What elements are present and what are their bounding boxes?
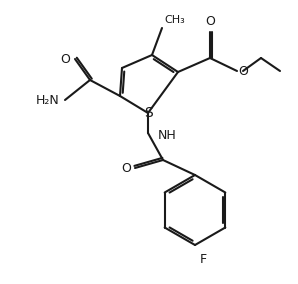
- Text: O: O: [121, 162, 131, 174]
- Text: O: O: [60, 53, 70, 66]
- Text: O: O: [238, 64, 248, 78]
- Text: S: S: [144, 106, 152, 120]
- Text: O: O: [205, 15, 215, 28]
- Text: H₂N: H₂N: [35, 93, 59, 106]
- Text: F: F: [200, 253, 207, 266]
- Text: NH: NH: [158, 128, 177, 141]
- Text: CH₃: CH₃: [164, 15, 185, 25]
